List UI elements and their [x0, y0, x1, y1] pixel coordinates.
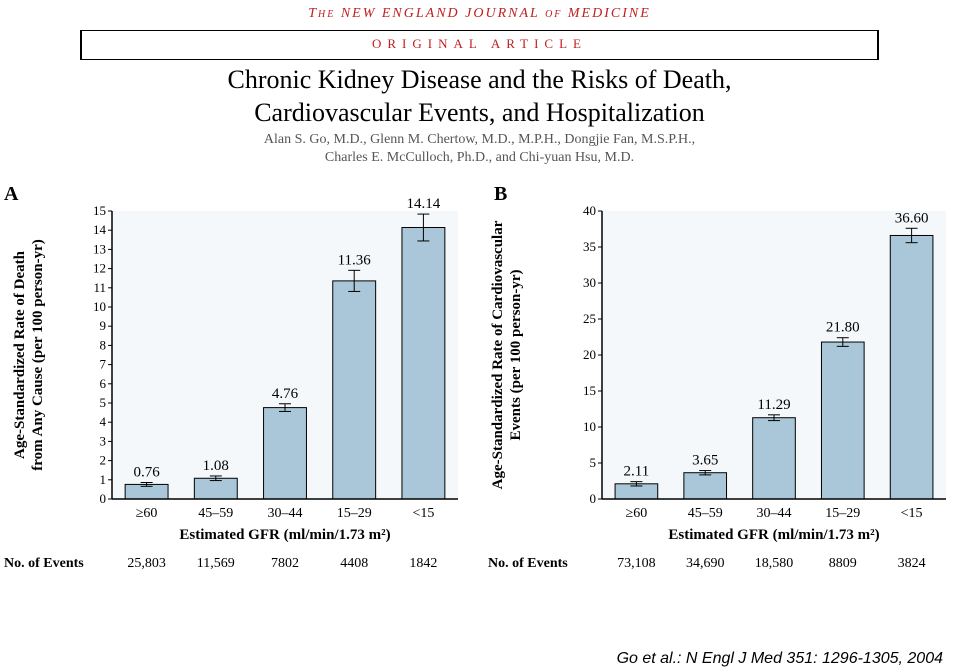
svg-text:1842: 1842: [409, 556, 437, 571]
journal-name: The NEW ENGLAND JOURNAL of MEDICINE: [0, 6, 959, 22]
svg-text:≥60: ≥60: [136, 506, 158, 521]
svg-text:11: 11: [93, 280, 106, 295]
svg-text:Age-Standardized Rate of Cardi: Age-Standardized Rate of Cardiovascular: [490, 221, 506, 490]
svg-text:3.65: 3.65: [692, 453, 718, 469]
original-article-box: ORIGINAL ARTICLE: [80, 30, 879, 60]
svg-text:4.76: 4.76: [272, 386, 299, 402]
svg-text:8: 8: [100, 338, 107, 353]
svg-text:35: 35: [583, 239, 596, 254]
svg-text:45–59: 45–59: [198, 506, 233, 521]
authors-line1: Alan S. Go, M.D., Glenn M. Chertow, M.D.…: [264, 132, 695, 147]
svg-text:7: 7: [100, 357, 107, 372]
svg-text:11.29: 11.29: [757, 397, 790, 413]
svg-text:25: 25: [583, 311, 596, 326]
svg-text:2.11: 2.11: [624, 464, 650, 480]
citation: Go et al.: N Engl J Med 351: 1296-1305, …: [617, 650, 943, 668]
svg-text:10: 10: [583, 419, 596, 434]
svg-text:No. of Events: No. of Events: [4, 556, 84, 571]
svg-text:15–29: 15–29: [825, 506, 860, 521]
svg-text:7802: 7802: [271, 556, 299, 571]
svg-text:5: 5: [100, 395, 107, 410]
svg-text:≥60: ≥60: [626, 506, 648, 521]
svg-text:0.76: 0.76: [133, 465, 160, 481]
svg-text:20: 20: [583, 347, 596, 362]
svg-text:15–29: 15–29: [337, 506, 372, 521]
svg-text:4: 4: [100, 415, 107, 430]
svg-text:9: 9: [100, 319, 107, 334]
svg-text:3824: 3824: [898, 556, 926, 571]
svg-text:0: 0: [100, 491, 107, 506]
svg-text:1: 1: [100, 472, 107, 487]
svg-text:4408: 4408: [340, 556, 368, 571]
svg-text:34,690: 34,690: [686, 556, 725, 571]
svg-text:8809: 8809: [829, 556, 857, 571]
title-line1: Chronic Kidney Disease and the Risks of …: [227, 65, 731, 94]
svg-text:Events (per 100 person-yr): Events (per 100 person-yr): [508, 270, 524, 441]
chart-a: 01234567891011121314150.76≥6025,8031.084…: [0, 189, 470, 609]
svg-text:12: 12: [93, 261, 106, 276]
title-line2: Cardiovascular Events, and Hospitalizati…: [254, 98, 705, 127]
svg-text:Age-Standardized Rate of Death: Age-Standardized Rate of Death: [12, 251, 28, 460]
svg-text:Estimated GFR (ml/min/1.73 m²): Estimated GFR (ml/min/1.73 m²): [179, 527, 390, 543]
svg-text:1.08: 1.08: [203, 458, 229, 474]
svg-text:6: 6: [100, 376, 107, 391]
authors: Alan S. Go, M.D., Glenn M. Chertow, M.D.…: [80, 131, 879, 167]
chart-b: 0 5 10 15 20 25 30 35 40 2.11 ≥60 73,108 3.65 45–59 34…: [478, 189, 958, 609]
original-article-label: ORIGINAL ARTICLE: [372, 36, 587, 51]
svg-text:14.14: 14.14: [407, 196, 441, 212]
svg-text:30: 30: [583, 275, 596, 290]
svg-text:3: 3: [100, 434, 107, 449]
svg-text:40: 40: [583, 203, 596, 218]
svg-text:30–44: 30–44: [268, 506, 303, 521]
svg-text:0: 0: [590, 491, 597, 506]
svg-text:from Any Cause (per 100 person: from Any Cause (per 100 person-yr): [30, 240, 46, 472]
svg-text:11.36: 11.36: [338, 253, 372, 269]
svg-text:21.80: 21.80: [826, 320, 860, 336]
svg-text:45–59: 45–59: [688, 506, 723, 521]
authors-line2: Charles E. McCulloch, Ph.D., and Chi-yua…: [325, 150, 634, 165]
svg-text:30–44: 30–44: [757, 506, 792, 521]
svg-text:No. of Events: No. of Events: [488, 556, 568, 571]
svg-text:Estimated GFR (ml/min/1.73 m²): Estimated GFR (ml/min/1.73 m²): [668, 527, 879, 543]
svg-text:25,803: 25,803: [127, 556, 166, 571]
svg-text:11,569: 11,569: [197, 556, 235, 571]
svg-text:14: 14: [93, 223, 107, 238]
svg-text:18,580: 18,580: [755, 556, 794, 571]
svg-text:73,108: 73,108: [617, 556, 656, 571]
svg-text:<15: <15: [412, 506, 434, 521]
svg-text:15: 15: [93, 203, 106, 218]
svg-text:36.60: 36.60: [895, 211, 929, 227]
svg-text:2: 2: [100, 453, 107, 468]
article-title: Chronic Kidney Disease and the Risks of …: [60, 64, 899, 129]
svg-text:15: 15: [583, 383, 596, 398]
svg-text:13: 13: [93, 242, 106, 257]
svg-text:10: 10: [93, 299, 106, 314]
svg-text:<15: <15: [901, 506, 923, 521]
svg-text:5: 5: [590, 455, 597, 470]
